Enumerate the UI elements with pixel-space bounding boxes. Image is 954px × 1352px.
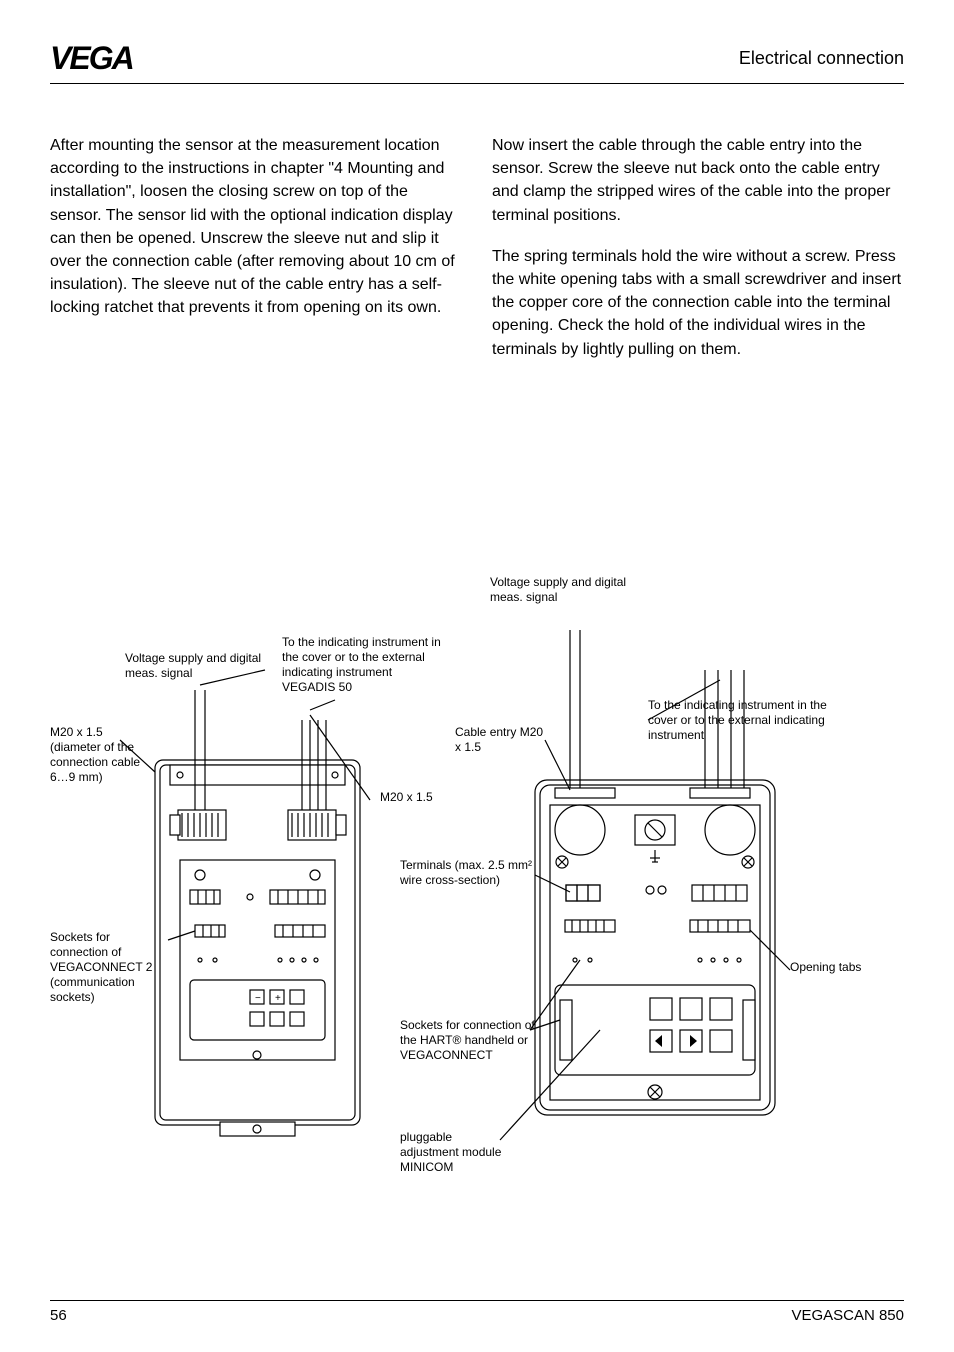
right-paragraph-2: The spring terminals hold the wire witho…	[492, 245, 904, 361]
logo: VEGA	[50, 40, 133, 77]
right-column: Now insert the cable through the cable e…	[492, 134, 904, 361]
page-number: 56	[50, 1307, 67, 1324]
svg-text:−: −	[255, 993, 261, 1004]
body-text: After mounting the sensor at the measure…	[50, 134, 904, 361]
left-column: After mounting the sensor at the measure…	[50, 134, 462, 361]
page-header: VEGA Electrical connection	[50, 40, 904, 84]
svg-text:+: +	[275, 993, 281, 1004]
diagram-svg: − +	[50, 540, 904, 1220]
page-footer: 56 VEGASCAN 850	[50, 1300, 904, 1324]
doc-title: VEGASCAN 850	[791, 1307, 904, 1324]
right-paragraph-1: Now insert the cable through the cable e…	[492, 134, 904, 227]
left-paragraph: After mounting the sensor at the measure…	[50, 134, 462, 320]
wiring-diagram: Voltage supply and digital meas. signal …	[50, 540, 904, 1240]
section-title: Electrical connection	[739, 48, 904, 69]
